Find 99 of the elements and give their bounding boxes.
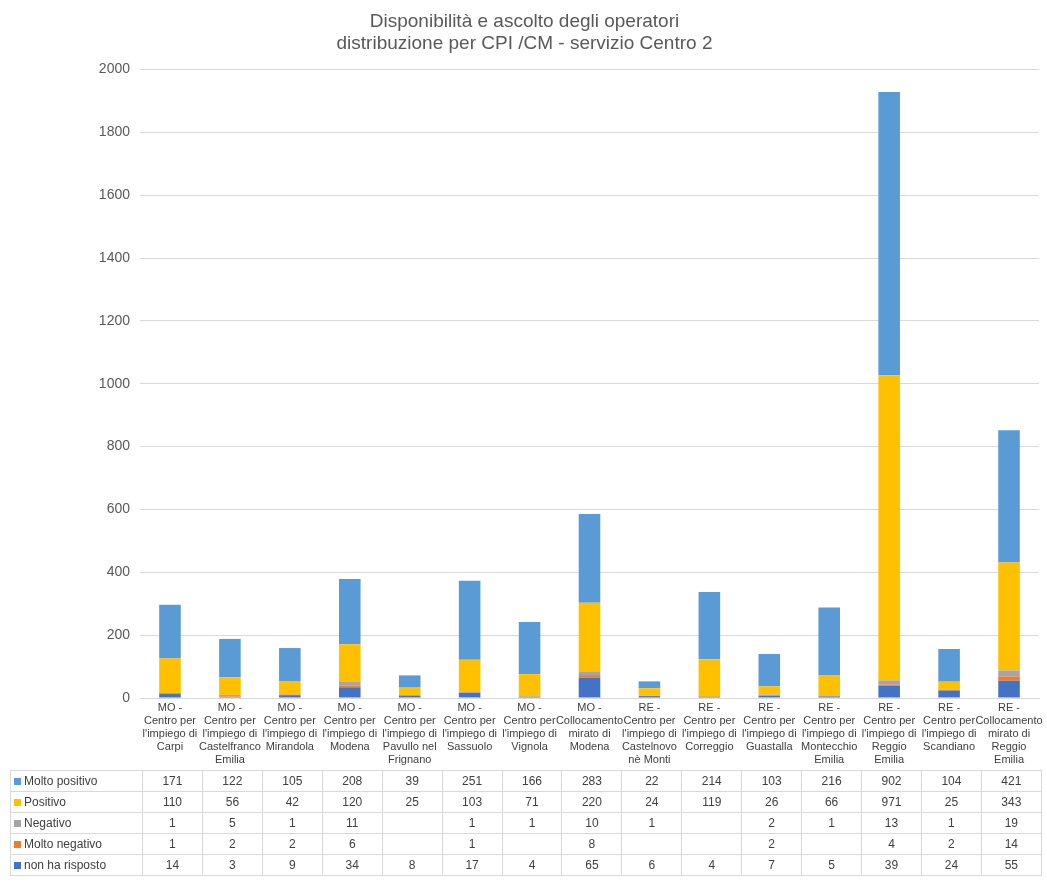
x-tick-label: RE - Centro per l'impiego di Guastalla: [741, 700, 797, 753]
data-label: 13: [861, 812, 922, 834]
data-label: 343: [981, 791, 1042, 813]
data-label: 166: [502, 770, 562, 792]
x-tick-label: RE - Collocamento mirato di Reggio Emilia: [975, 700, 1043, 766]
data-label: 214: [681, 770, 742, 792]
data-label: 39: [382, 770, 443, 792]
data-label: 2: [741, 833, 802, 855]
data-label: 208: [322, 770, 383, 792]
y-tick-label: 0: [122, 688, 131, 705]
legend-label: Molto positivo: [10, 770, 143, 792]
data-label: 105: [262, 770, 323, 792]
data-label: 220: [561, 791, 622, 813]
data-label: 2: [262, 833, 323, 855]
data-label: 24: [921, 854, 982, 876]
y-tick-label: 600: [106, 500, 131, 517]
data-label: 25: [382, 791, 443, 813]
data-label: 42: [262, 791, 323, 813]
data-label: 251: [442, 770, 503, 792]
legend-label: non ha risposto: [10, 854, 143, 876]
data-label: 2: [741, 812, 802, 834]
data-label: 71: [502, 791, 562, 813]
y-tick-label: 1800: [98, 123, 131, 140]
data-label: 120: [322, 791, 383, 813]
data-label: 1: [142, 812, 203, 834]
data-label: 56: [202, 791, 263, 813]
x-tick-label: MO - Centro per l'impiego di Sassuolo: [442, 700, 497, 753]
data-label: 5: [202, 812, 263, 834]
data-label: 6: [621, 854, 682, 876]
x-tick-label: MO - Centro per l'impiego di Modena: [322, 700, 378, 753]
data-label: 5: [801, 854, 862, 876]
y-tick-label: 1400: [98, 248, 131, 265]
data-label: 11: [322, 812, 383, 834]
data-label: 22: [621, 770, 682, 792]
data-label: 103: [442, 791, 503, 813]
data-label: 1: [801, 812, 862, 834]
y-tick-label: 800: [106, 437, 131, 454]
data-label: 1: [502, 812, 562, 834]
data-label: 119: [681, 791, 742, 813]
data-label: 283: [561, 770, 622, 792]
data-label: 971: [861, 791, 922, 813]
data-label: 421: [981, 770, 1042, 792]
y-tick-label: 1200: [98, 311, 131, 328]
legend-label: Positivo: [10, 791, 143, 813]
data-label: 4: [502, 854, 562, 876]
x-tick-label: MO - Centro per l'impiego di Mirandola: [262, 700, 318, 753]
data-label: 34: [322, 854, 383, 876]
data-label: 17: [442, 854, 503, 876]
data-label: 110: [142, 791, 203, 813]
data-label: 25: [921, 791, 982, 813]
data-label: 14: [981, 833, 1042, 855]
data-label: 902: [861, 770, 922, 792]
data-label: 14: [142, 854, 203, 876]
data-label: 1: [262, 812, 323, 834]
data-label: 3: [202, 854, 263, 876]
data-label: 1: [621, 812, 682, 834]
data-label: 2: [202, 833, 263, 855]
data-label: 1: [442, 812, 503, 834]
legend-label: Negativo: [10, 812, 143, 834]
data-label: 39: [861, 854, 922, 876]
data-label: 2: [921, 833, 982, 855]
data-label: 26: [741, 791, 802, 813]
data-label: 4: [681, 854, 742, 876]
data-label: 24: [621, 791, 682, 813]
y-tick-label: 2000: [98, 60, 131, 77]
y-tick-label: 200: [106, 626, 131, 643]
data-label: 10: [561, 812, 622, 834]
y-tick-label: 1600: [98, 186, 131, 203]
x-tick-label: MO - Centro per l'impiego di Castelfranco Emilia: [199, 700, 261, 766]
data-label: 8: [382, 854, 443, 876]
data-label: 171: [142, 770, 203, 792]
x-tick-label: RE - Centro per l'impiego di Correggio: [682, 700, 737, 753]
data-label: 6: [322, 833, 383, 855]
data-label: 1: [442, 833, 503, 855]
data-label: 104: [921, 770, 982, 792]
x-tick-label: MO - Centro per l'impiego di Pavullo nel Frignano: [382, 700, 438, 766]
x-tick-label: MO - Centro per l'impiego di Vignola: [502, 700, 557, 753]
chart-subtitle: distribuzione per CPI /CM - servizio Centro 2: [336, 32, 713, 54]
x-tick-label: MO - Centro per l'impiego di Carpi: [142, 700, 198, 753]
data-label: 122: [202, 770, 263, 792]
data-label: 8: [561, 833, 622, 855]
legend-label: Molto negativo: [10, 833, 143, 855]
data-label: 55: [981, 854, 1042, 876]
x-tick-label: RE - Centro per l'impiego di Castelnovo nè Monti: [621, 700, 677, 766]
data-label: 4: [861, 833, 922, 855]
data-label: 1: [921, 812, 982, 834]
data-label: 66: [801, 791, 862, 813]
data-label: 9: [262, 854, 323, 876]
data-label: 7: [741, 854, 802, 876]
data-label: 216: [801, 770, 862, 792]
data-label: 19: [981, 812, 1042, 834]
x-tick-label: RE - Centro per l'impiego di Montecchio Emilia: [801, 700, 858, 766]
chart-title: Disponibilità e ascolto degli operatori: [369, 9, 680, 31]
y-tick-label: 1000: [98, 374, 131, 391]
data-label: 103: [741, 770, 802, 792]
data-label: 1: [142, 833, 203, 855]
data-label: 65: [561, 854, 622, 876]
y-tick-label: 400: [106, 563, 131, 580]
x-tick-label: RE - Centro per l'impiego di Reggio Emilia: [861, 700, 917, 766]
